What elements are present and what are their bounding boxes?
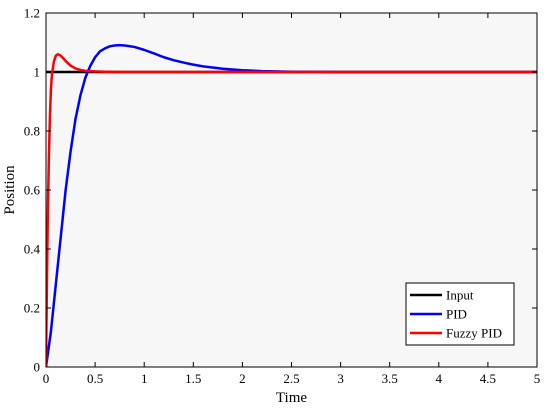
y-tick-label: 0.6 xyxy=(24,183,41,198)
x-tick-label: 2 xyxy=(239,371,246,386)
legend: Input PID Fuzzy PID xyxy=(405,282,515,346)
y-tick-label: 1.2 xyxy=(24,6,40,21)
ticks-layer: 0 0.5 1 1.5 2 2.5 3 3.5 4 4.5 5 0 0.2 0.4 0.6 0.8 1 1.2 xyxy=(24,6,541,387)
y-tick-label: 0.8 xyxy=(24,124,40,139)
legend-label: Input xyxy=(446,288,474,303)
legend-label: Fuzzy PID xyxy=(446,326,502,341)
x-tick-label: 3.5 xyxy=(382,371,398,386)
y-axis-label: Position xyxy=(2,165,18,215)
x-tick-label: 4.5 xyxy=(480,371,496,386)
y-tick-label: 1 xyxy=(34,65,41,80)
legend-label: PID xyxy=(446,307,467,322)
x-tick-label: 0.5 xyxy=(87,371,103,386)
y-tick-label: 0.2 xyxy=(24,301,40,316)
series-line-fuzzy-pid xyxy=(46,53,537,367)
x-tick-label: 3 xyxy=(337,371,344,386)
series-layer xyxy=(46,43,537,367)
x-tick-label: 5 xyxy=(534,371,541,386)
x-axis-label: Time xyxy=(276,390,307,406)
x-tick-label: 4 xyxy=(436,371,443,386)
y-tick-label: 0 xyxy=(34,360,41,375)
x-tick-label: 2.5 xyxy=(283,371,299,386)
x-tick-label: 1 xyxy=(141,371,148,386)
x-tick-label: 1.5 xyxy=(185,371,201,386)
x-tick-label: 0 xyxy=(43,371,50,386)
y-tick-label: 0.4 xyxy=(24,242,41,257)
